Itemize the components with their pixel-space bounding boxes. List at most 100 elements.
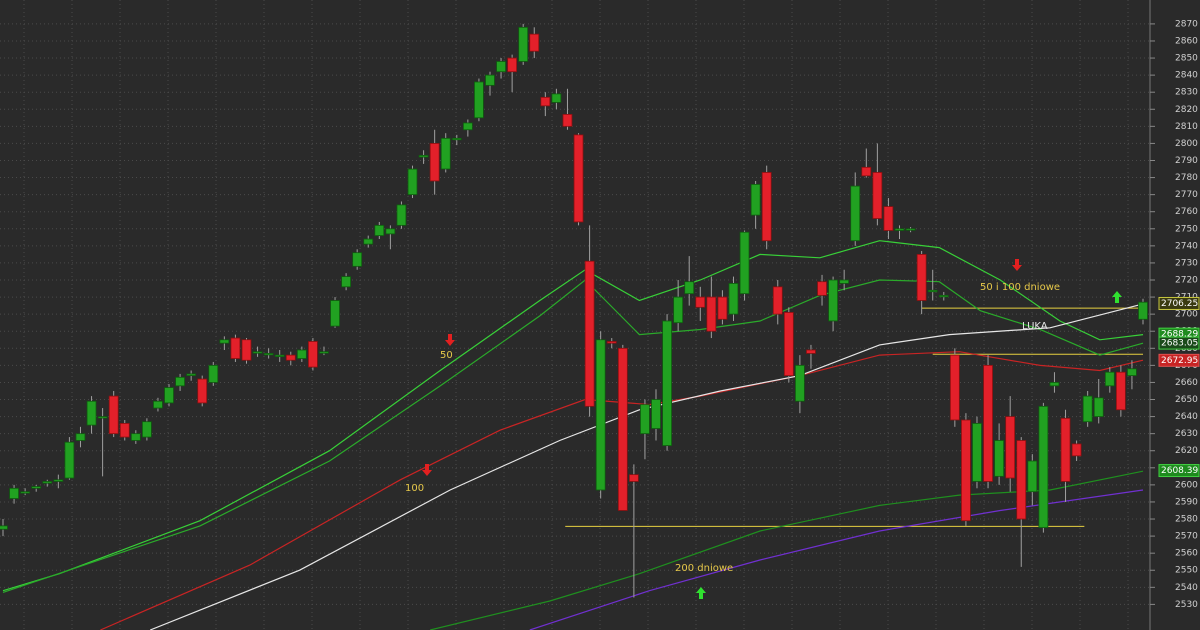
price-label: 2706.25 xyxy=(1161,299,1198,309)
candle-body xyxy=(64,441,75,479)
y-tick-label: 2860 xyxy=(1175,36,1198,46)
candle-body xyxy=(783,312,794,377)
moving-average xyxy=(2,279,1144,593)
y-tick-label: 2700 xyxy=(1175,310,1198,320)
y-tick-label: 2800 xyxy=(1175,139,1198,149)
candle-body xyxy=(396,204,407,226)
candle-body xyxy=(595,339,606,491)
y-tick-label: 2770 xyxy=(1175,190,1198,200)
y-tick-label: 2530 xyxy=(1175,600,1198,610)
y-tick-label: 2560 xyxy=(1175,549,1198,559)
candle-body xyxy=(429,143,440,182)
candle-body xyxy=(1060,417,1071,482)
y-tick-label: 2740 xyxy=(1175,241,1198,251)
candle-body xyxy=(241,339,252,361)
candle-body xyxy=(1016,440,1027,520)
y-tick-label: 2630 xyxy=(1175,429,1198,439)
candle-body xyxy=(628,474,639,482)
candle-body xyxy=(363,238,374,245)
candle-body xyxy=(1071,443,1082,457)
annotation: 100 xyxy=(405,483,424,494)
down-arrow xyxy=(445,334,455,346)
candle-body xyxy=(1049,382,1060,387)
candle-body xyxy=(1104,371,1115,387)
y-tick-label: 2870 xyxy=(1175,19,1198,29)
down-arrow xyxy=(1012,259,1022,271)
candle-body xyxy=(617,347,628,511)
candle-body xyxy=(1005,416,1016,479)
candle-body xyxy=(540,96,551,107)
candle-body xyxy=(861,166,872,177)
candle-body xyxy=(1027,460,1038,493)
candle-body xyxy=(9,487,19,499)
candle-body xyxy=(407,168,418,196)
y-tick-label: 2820 xyxy=(1175,105,1198,115)
candle-body xyxy=(440,137,451,170)
price-label-box xyxy=(1158,336,1200,350)
candle-body xyxy=(894,228,905,231)
annotation: 50 i 100 dniowe xyxy=(980,282,1060,293)
candle-body xyxy=(86,400,97,426)
candle-body xyxy=(296,349,307,359)
y-tick-label: 2590 xyxy=(1175,497,1198,507)
annotation: 200 dniowe xyxy=(675,563,733,574)
candle-body xyxy=(20,491,31,494)
candle-body xyxy=(994,440,1005,477)
y-tick-label: 2850 xyxy=(1175,54,1198,64)
candle-body xyxy=(462,122,473,131)
candle-body xyxy=(53,479,64,482)
candle-body xyxy=(507,57,518,73)
candle-body xyxy=(673,296,684,324)
y-tick-label: 2750 xyxy=(1175,224,1198,234)
up-arrow xyxy=(1112,291,1122,303)
candle-body xyxy=(828,279,838,322)
vertical-grid xyxy=(0,0,1150,630)
candle-body xyxy=(938,294,949,298)
candle-body xyxy=(263,353,274,356)
candle-body xyxy=(330,300,340,327)
candle-body xyxy=(695,296,706,308)
price-label: 2608.39 xyxy=(1161,466,1198,476)
price-label: 2672.95 xyxy=(1161,356,1198,366)
candle-body xyxy=(130,433,141,441)
candle-body xyxy=(164,387,174,404)
candle-body xyxy=(175,376,185,387)
candle-body xyxy=(739,231,750,295)
candle-body xyxy=(308,341,318,368)
candle-body xyxy=(1127,368,1137,377)
y-tick-label: 2570 xyxy=(1175,532,1198,542)
candle-body xyxy=(496,61,506,73)
y-tick-label: 2580 xyxy=(1175,515,1198,525)
candle-body xyxy=(485,74,495,86)
candle-body xyxy=(385,228,396,235)
candle-body xyxy=(0,525,8,530)
candle-body xyxy=(905,228,916,231)
candle-body xyxy=(573,134,584,223)
candle-body xyxy=(418,154,429,158)
y-tick-label: 2730 xyxy=(1175,258,1198,268)
candle-body xyxy=(75,433,86,441)
candle-body xyxy=(606,341,617,344)
up-arrow xyxy=(696,587,706,599)
candle-body xyxy=(684,281,695,295)
y-tick-label: 2550 xyxy=(1175,566,1198,576)
candle-body xyxy=(230,337,241,359)
candle-body xyxy=(97,416,108,419)
candle-body xyxy=(927,289,938,293)
candle-body xyxy=(983,364,993,482)
down-arrow xyxy=(422,464,432,476)
candle-body xyxy=(551,93,562,103)
candle-body xyxy=(706,296,717,332)
y-tick-label: 2650 xyxy=(1175,395,1198,405)
candle-body xyxy=(31,486,42,489)
y-tick-label: 2780 xyxy=(1175,173,1198,183)
price-label: 2683.05 xyxy=(1161,339,1198,349)
candle-body xyxy=(761,172,772,242)
moving-average xyxy=(149,303,1144,630)
price-label-box xyxy=(1158,296,1200,310)
candle-body xyxy=(1093,397,1104,417)
candle-body xyxy=(961,419,971,522)
candle-body xyxy=(451,137,462,141)
candle-body xyxy=(352,252,363,267)
